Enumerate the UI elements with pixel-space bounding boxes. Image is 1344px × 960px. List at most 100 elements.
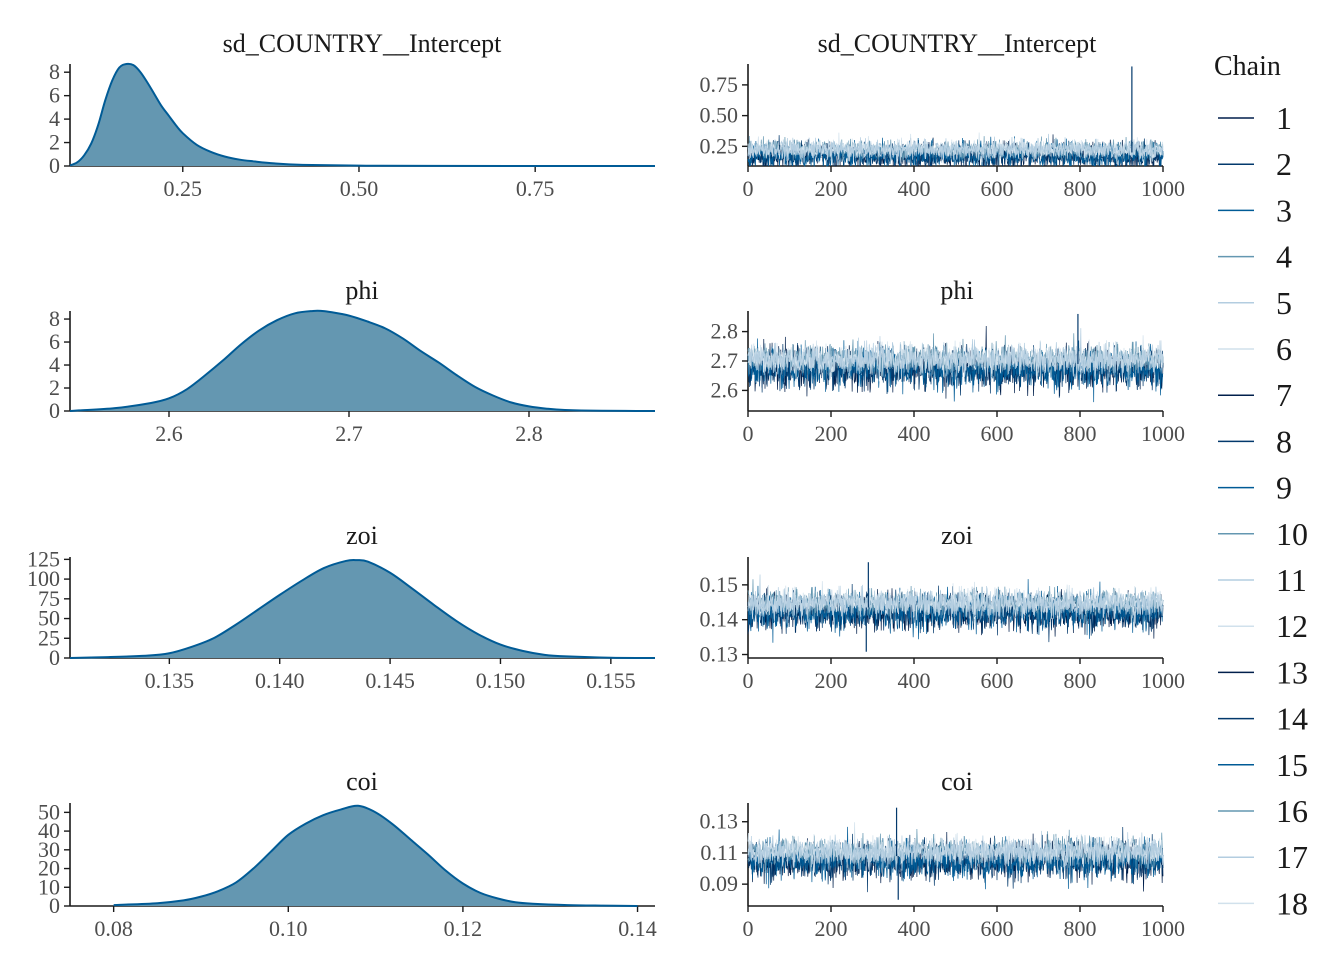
density-line <box>69 559 656 659</box>
x-tick-label: 0.140 <box>255 668 305 693</box>
legend-item: 6 <box>1218 331 1292 367</box>
legend-label: 18 <box>1276 885 1308 921</box>
legend-item: 16 <box>1218 793 1308 829</box>
x-tick-label: 0.50 <box>340 176 379 201</box>
x-tick-label: 0.25 <box>164 176 203 201</box>
x-tick-label: 0.135 <box>145 668 195 693</box>
legend-label: 16 <box>1276 793 1308 829</box>
chain-trace-line <box>747 579 1164 643</box>
x-tick-label: 2.6 <box>155 421 183 446</box>
y-tick-label: 2 <box>49 130 60 155</box>
legend-item: 18 <box>1218 885 1308 921</box>
x-tick-label: 800 <box>1064 421 1097 446</box>
x-tick-label: 0.14 <box>618 916 657 941</box>
x-tick-label: 600 <box>981 668 1014 693</box>
legend-label: 7 <box>1276 377 1292 413</box>
density-line <box>69 62 655 167</box>
x-tick-label: 0.75 <box>516 176 555 201</box>
trace-panel-phi: phi 0 200 400 600 800 1000 2.6 2.7 2.8 <box>711 276 1186 446</box>
y-tick-label: 0 <box>49 153 60 178</box>
x-tick-label: 0.08 <box>94 916 133 941</box>
x-tick-label: 2.8 <box>515 421 543 446</box>
y-tick-label: 100 <box>27 566 60 591</box>
panel-title: zoi <box>346 521 378 550</box>
legend-label: 10 <box>1276 516 1308 552</box>
panel-title: zoi <box>941 521 973 550</box>
y-tick-label: 25 <box>38 625 60 650</box>
y-tick-label: 20 <box>38 856 60 881</box>
legend-item: 2 <box>1218 146 1292 182</box>
legend-label: 3 <box>1276 192 1292 228</box>
y-tick-label: 4 <box>49 352 60 377</box>
legend-label: 1 <box>1276 100 1292 136</box>
x-tick-label: 200 <box>815 176 848 201</box>
legend-item: 17 <box>1218 839 1308 875</box>
x-tick-label: 1000 <box>1141 916 1185 941</box>
y-tick-label: 0.09 <box>700 871 739 896</box>
legend-item: 11 <box>1218 562 1307 598</box>
chain-trace-line <box>747 328 1164 382</box>
y-tick-label: 2.7 <box>711 348 739 373</box>
x-tick-label: 400 <box>898 668 931 693</box>
legend-item: 7 <box>1218 377 1292 413</box>
trace-panel-zoi: zoi 0 200 400 600 800 1000 0.13 0.14 0.15 <box>700 521 1186 693</box>
legend-label: 4 <box>1276 239 1292 275</box>
legend-label: 14 <box>1276 701 1308 737</box>
chain-trace-line <box>747 574 1164 623</box>
x-tick-label: 0.12 <box>444 916 483 941</box>
trace-panel-sd-country-intercept: sd_COUNTRY__Intercept 0 200 400 600 800 1000 0… <box>700 29 1186 201</box>
y-tick-label: 8 <box>49 59 60 84</box>
legend-item: 15 <box>1218 747 1308 783</box>
x-tick-label: 400 <box>898 916 931 941</box>
x-tick-label: 0 <box>743 176 754 201</box>
y-tick-label: 6 <box>49 83 60 108</box>
x-tick-label: 800 <box>1064 668 1097 693</box>
density-panel-zoi: zoi 0.135 0.140 0.145 0.150 0.155 02550751001… <box>27 521 656 693</box>
panel-title: coi <box>941 767 973 796</box>
legend-label: 12 <box>1276 608 1308 644</box>
legend-label: 2 <box>1276 146 1292 182</box>
legend-item: 14 <box>1218 701 1308 737</box>
density-line <box>113 804 638 907</box>
x-tick-label: 800 <box>1064 916 1097 941</box>
legend-label: 6 <box>1276 331 1292 367</box>
x-tick-label: 1000 <box>1141 421 1185 446</box>
x-tick-label: 1000 <box>1141 176 1185 201</box>
y-tick-label: 4 <box>49 106 60 131</box>
y-tick-label: 0.13 <box>700 642 739 667</box>
y-tick-label: 8 <box>49 306 60 331</box>
legend-label: 9 <box>1276 470 1292 506</box>
y-tick-label: 6 <box>49 329 60 354</box>
y-tick-label: 2 <box>49 375 60 400</box>
legend-label: 11 <box>1276 562 1307 598</box>
x-tick-label: 200 <box>815 421 848 446</box>
legend-label: 5 <box>1276 285 1292 321</box>
y-tick-label: 0.13 <box>700 809 739 834</box>
panel-title: sd_COUNTRY__Intercept <box>223 29 503 58</box>
y-tick-label: 2.8 <box>711 319 739 344</box>
x-tick-label: 0 <box>743 916 754 941</box>
density-line <box>69 309 656 412</box>
legend-item: 3 <box>1218 192 1292 228</box>
x-tick-label: 2.7 <box>335 421 363 446</box>
x-tick-label: 600 <box>981 421 1014 446</box>
y-tick-label: 0.75 <box>700 72 739 97</box>
legend-item: 13 <box>1218 654 1308 690</box>
x-tick-label: 0.10 <box>269 916 308 941</box>
legend-label: 13 <box>1276 654 1308 690</box>
legend-label: 8 <box>1276 423 1292 459</box>
x-tick-label: 600 <box>981 176 1014 201</box>
legend-item: 5 <box>1218 285 1292 321</box>
x-tick-label: 0.145 <box>365 668 415 693</box>
legend-label: 15 <box>1276 747 1308 783</box>
y-tick-label: 0.11 <box>700 840 738 865</box>
y-tick-label: 0.25 <box>700 133 739 158</box>
legend-item: 9 <box>1218 470 1292 506</box>
density-area <box>70 559 655 658</box>
x-tick-label: 0 <box>743 421 754 446</box>
legend-item: 1 <box>1218 100 1292 136</box>
x-tick-label: 200 <box>815 916 848 941</box>
y-tick-label: 0.50 <box>700 103 739 128</box>
